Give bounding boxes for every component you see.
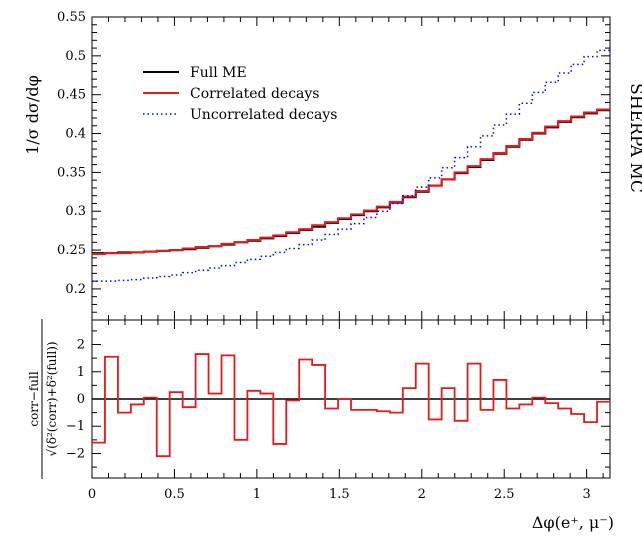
main-y-tick-label: 0.55 [57,10,86,25]
ratio-y-tick-label: 0 [77,392,85,407]
main-y-axis-label: 1/σ dσ/dφ [23,75,42,155]
ratio-y-label-denominator: √(δ²(corr)+δ²(full)) [45,341,59,456]
legend-label: Full ME [190,65,247,81]
main-y-tick-label: 0.25 [57,243,86,258]
ratio-y-tick-label: 2 [77,338,85,353]
x-axis-label: Δφ(e⁺, μ⁻) [532,513,614,532]
legend-label: Correlated decays [190,86,320,102]
main-panel: 0.2 0.25 0.3 0.35 0.4 0.45 0.5 0.55 Full ME Corre… [57,10,611,321]
ratio-panel: −2 −1 0 1 2 0 0.5 1 1.5 2 2.5 3 corr−full √(δ²(corr)+… [27,319,611,502]
x-tick-label: 0.5 [164,487,185,502]
ratio-y-tick-label: 1 [77,365,85,380]
main-y-tick-label: 0.2 [65,282,86,297]
ratio-y-axis-label: corr−full √(δ²(corr)+δ²(full)) [27,319,59,479]
main-plot-frame [91,16,611,321]
x-tick-label: 2.5 [494,487,515,502]
main-y-tick-label: 0.4 [65,127,86,142]
series-correlated-line [92,108,610,255]
x-tick-label: 1.5 [329,487,350,502]
series-uncorrelated-line [92,49,610,282]
x-tick-label: 2 [418,487,426,502]
sherpa-watermark: SHERPA MC [626,83,642,193]
ratio-y-tick-label: −2 [66,446,85,461]
main-y-tick-label: 0.35 [57,165,86,180]
ratio-y-tick-label: −1 [66,419,85,434]
main-y-tick-label: 0.3 [65,204,86,219]
ratio-y-label-numerator: corr−full [27,371,41,426]
legend-label: Uncorrelated decays [190,107,337,123]
series-full-me-line [92,109,610,255]
x-tick-label: 3 [583,487,591,502]
x-tick-label: 0 [88,487,96,502]
ratio-series-line [92,353,610,458]
main-y-tick-label: 0.5 [65,49,86,64]
main-y-tick-label: 0.45 [57,88,86,103]
x-tick-label: 1 [253,487,261,502]
